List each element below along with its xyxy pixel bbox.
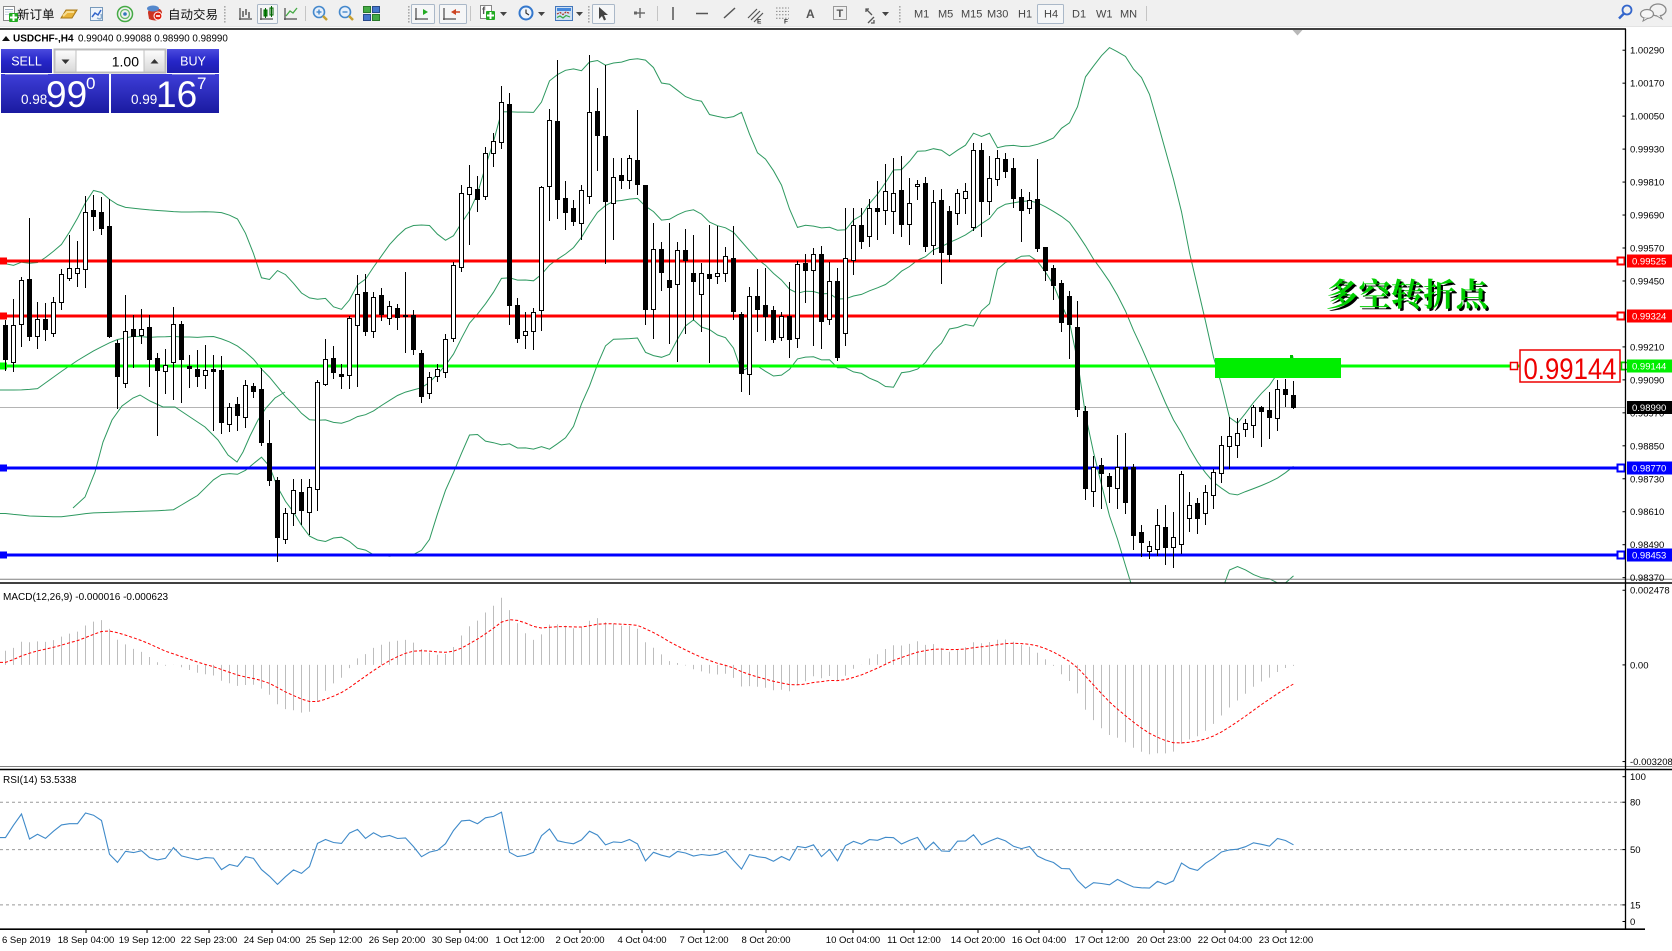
- svg-text:11 Oct 12:00: 11 Oct 12:00: [887, 935, 941, 946]
- svg-text:2 Oct 20:00: 2 Oct 20:00: [555, 935, 604, 946]
- svg-text:0.98453: 0.98453: [1632, 551, 1666, 562]
- svg-text:H4: H4: [1044, 9, 1058, 21]
- svg-text:H1: H1: [1018, 9, 1032, 21]
- svg-text:0.98370: 0.98370: [1630, 573, 1664, 584]
- svg-text:19 Sep 12:00: 19 Sep 12:00: [119, 935, 176, 946]
- svg-text:23 Oct 12:00: 23 Oct 12:00: [1259, 935, 1313, 946]
- svg-text:100: 100: [1630, 772, 1646, 783]
- svg-text:16 Oct 04:00: 16 Oct 04:00: [1012, 935, 1066, 946]
- svg-text:0.98490: 0.98490: [1630, 540, 1664, 551]
- svg-text:25 Sep 12:00: 25 Sep 12:00: [306, 935, 363, 946]
- svg-text:D1: D1: [1072, 9, 1086, 21]
- svg-text:0.99450: 0.99450: [1630, 276, 1664, 287]
- svg-text:7 Oct 12:00: 7 Oct 12:00: [679, 935, 728, 946]
- svg-text:16: 16: [156, 74, 197, 115]
- svg-text:24 Sep 04:00: 24 Sep 04:00: [244, 935, 301, 946]
- svg-text:W1: W1: [1096, 9, 1113, 21]
- svg-text:M30: M30: [987, 9, 1008, 21]
- svg-text:SELL: SELL: [11, 55, 42, 69]
- svg-text:15: 15: [1630, 900, 1641, 911]
- svg-text:0.99525: 0.99525: [1632, 257, 1666, 268]
- svg-text:4 Oct 04:00: 4 Oct 04:00: [617, 935, 666, 946]
- svg-text:0.99: 0.99: [131, 92, 157, 107]
- svg-text:1.00: 1.00: [112, 54, 139, 70]
- svg-text:f: f: [482, 6, 486, 17]
- svg-text:T: T: [837, 8, 844, 20]
- svg-text:M5: M5: [938, 9, 953, 21]
- svg-text:18 Sep 04:00: 18 Sep 04:00: [58, 935, 115, 946]
- svg-text:0.99040 0.99088 0.98990 0.9899: 0.99040 0.99088 0.98990 0.98990: [78, 34, 228, 45]
- svg-text:17 Oct 12:00: 17 Oct 12:00: [1075, 935, 1129, 946]
- svg-text:0: 0: [86, 74, 95, 93]
- svg-text:8 Oct 20:00: 8 Oct 20:00: [741, 935, 790, 946]
- svg-text:0.98610: 0.98610: [1630, 507, 1664, 518]
- svg-text:0.99324: 0.99324: [1632, 312, 1666, 323]
- svg-text:22 Sep 23:00: 22 Sep 23:00: [181, 935, 238, 946]
- svg-text:A: A: [806, 7, 815, 21]
- svg-text:0.99144: 0.99144: [1632, 362, 1666, 373]
- svg-text:0.99570: 0.99570: [1630, 244, 1664, 255]
- svg-text:26 Sep 20:00: 26 Sep 20:00: [369, 935, 426, 946]
- svg-text:14 Oct 20:00: 14 Oct 20:00: [951, 935, 1005, 946]
- svg-text:1.00170: 1.00170: [1630, 79, 1664, 90]
- svg-text:M15: M15: [961, 9, 982, 21]
- svg-text:1.00050: 1.00050: [1630, 112, 1664, 123]
- svg-text:0.98730: 0.98730: [1630, 474, 1664, 485]
- svg-text:M1: M1: [914, 9, 929, 21]
- svg-text:0.99144: 0.99144: [1524, 353, 1617, 386]
- svg-text:10 Oct 04:00: 10 Oct 04:00: [826, 935, 880, 946]
- svg-text:RSI(14) 53.5338: RSI(14) 53.5338: [3, 775, 77, 786]
- svg-text:0.98850: 0.98850: [1630, 441, 1664, 452]
- svg-text:0.99930: 0.99930: [1630, 145, 1664, 156]
- svg-text:0.00: 0.00: [1630, 660, 1649, 671]
- svg-text:USDCHF-,H4: USDCHF-,H4: [13, 34, 74, 45]
- svg-text:50: 50: [1630, 845, 1641, 856]
- svg-text:1.00290: 1.00290: [1630, 46, 1664, 57]
- svg-text:F: F: [784, 19, 788, 26]
- svg-text:0.98770: 0.98770: [1632, 464, 1666, 475]
- svg-text:7: 7: [197, 74, 206, 93]
- svg-text:0.002478: 0.002478: [1630, 586, 1670, 597]
- svg-text:20 Oct 23:00: 20 Oct 23:00: [1137, 935, 1191, 946]
- svg-text:0: 0: [1630, 917, 1635, 928]
- svg-text:22 Oct 04:00: 22 Oct 04:00: [1198, 935, 1252, 946]
- svg-text:6 Sep 2019: 6 Sep 2019: [2, 935, 51, 946]
- svg-text:0.99810: 0.99810: [1630, 178, 1664, 189]
- svg-text:1 Oct 12:00: 1 Oct 12:00: [495, 935, 544, 946]
- svg-text:0.98: 0.98: [21, 92, 47, 107]
- svg-text:E: E: [757, 19, 762, 26]
- svg-text:BUY: BUY: [180, 55, 206, 69]
- svg-text:0.99690: 0.99690: [1630, 211, 1664, 222]
- svg-text:30 Sep 04:00: 30 Sep 04:00: [432, 935, 489, 946]
- svg-text:80: 80: [1630, 798, 1641, 809]
- svg-text:0.99090: 0.99090: [1630, 375, 1664, 386]
- svg-text:0.98990: 0.98990: [1632, 403, 1666, 414]
- svg-text:99: 99: [46, 74, 87, 115]
- svg-text:0.99210: 0.99210: [1630, 342, 1664, 353]
- svg-text:MN: MN: [1120, 9, 1137, 21]
- svg-text:MACD(12,26,9) -0.000016 -0.000: MACD(12,26,9) -0.000016 -0.000623: [3, 592, 169, 603]
- svg-text:-0.003208: -0.003208: [1630, 757, 1672, 768]
